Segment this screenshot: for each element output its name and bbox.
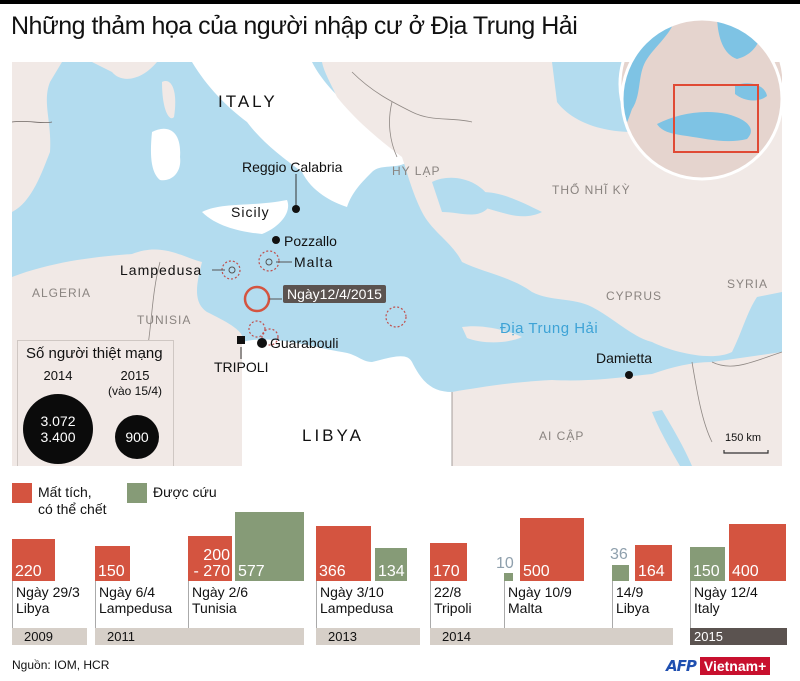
afp-logo: AFP	[666, 657, 697, 675]
label-greece: HY LẠP	[392, 164, 441, 178]
bar-2014b-rescued-value: 10	[496, 555, 514, 572]
bar-2014c-missing: 164	[635, 545, 672, 581]
bubble-2015: 900	[115, 415, 159, 459]
label-damietta: Damietta	[596, 350, 653, 366]
rescued-swatch	[127, 483, 147, 503]
page-title: Những thảm họa của người nhập cư ở Địa T…	[11, 12, 578, 40]
bar-2013-rescued: 134	[375, 548, 407, 581]
bar-2014c-rescued-value: 36	[610, 546, 628, 563]
year-band-2014: 2014	[430, 628, 673, 645]
label-turkey: THỔ NHĨ KỲ	[552, 183, 631, 197]
bar-2011a-missing: 150	[95, 546, 130, 581]
afp-vietnamplus-logo: AFP Vietnam+	[666, 657, 771, 675]
event-2009-libya: Ngày 29/3 Libya	[12, 581, 93, 628]
bar-2014c-rescued	[612, 565, 629, 581]
bar-2011b-missing: 200 - 270	[188, 536, 232, 581]
deaths-legend-title: Số người thiệt mạng	[26, 345, 163, 362]
bar-2013-missing: 366	[316, 526, 371, 581]
year-band-2009: 2009	[12, 628, 87, 645]
missing-swatch	[12, 483, 32, 503]
label-sicily: Sicily	[231, 204, 270, 220]
bar-2015-rescued: 150	[690, 547, 725, 581]
label-libya: LIBYA	[302, 426, 364, 445]
event-2014-tripoli: 22/8 Tripoli	[430, 581, 501, 628]
label-malta: Malta	[294, 254, 334, 270]
top-rule	[0, 0, 800, 4]
bar-2015-missing: 400	[729, 524, 786, 581]
label-syria: SYRIA	[727, 277, 769, 291]
year-2015-note: (vào 15/4)	[107, 384, 163, 398]
label-egypt: AI CẬP	[539, 429, 585, 443]
label-tunisia: TUNISIA	[137, 313, 192, 327]
label-guarabouli: Guarabouli	[270, 335, 339, 351]
missing-key-line1: Mất tích,	[38, 484, 92, 500]
year-band-2015: 2015	[690, 628, 787, 645]
year-2014-label: 2014	[43, 368, 73, 383]
vietnamplus-logo: Vietnam+	[699, 657, 771, 675]
event-2014-libya: 14/9 Libya	[612, 581, 673, 628]
label-italy: ITALY	[218, 92, 278, 111]
year-band-2011: 2011	[95, 628, 304, 645]
event-2014-malta: Ngày 10/9 Malta	[504, 581, 605, 628]
highlight-date-tag: Ngày12/4/2015	[283, 285, 386, 303]
bar-2014b-rescued	[504, 573, 513, 581]
bubble-2014-high: 3.400	[40, 429, 76, 445]
missing-key-line2: có thể chết	[38, 501, 107, 517]
bar-2011b-rescued: 577	[235, 512, 304, 581]
label-algeria: ALGERIA	[32, 286, 92, 300]
label-pozzallo: Pozzallo	[284, 233, 337, 249]
bar-2009-missing: 220	[12, 539, 55, 581]
label-tripoli: TRIPOLI	[214, 359, 269, 375]
bar-2014b-missing: 500	[520, 518, 584, 581]
scale-label: 150 km	[725, 432, 762, 444]
label-lampedusa: Lampedusa	[120, 262, 203, 278]
year-2015-label: 2015	[120, 368, 150, 383]
label-mediterranean-sea: Địa Trung Hải	[500, 320, 599, 337]
event-2013-lampedusa: Ngày 3/10 Lampedusa	[316, 581, 417, 628]
rescued-key: Được cứu	[153, 484, 217, 500]
label-reggio-calabria: Reggio Calabria	[242, 159, 343, 175]
bubble-2014: 3.072 3.400	[23, 394, 93, 464]
event-2015-italy: Ngày 12/4 Italy	[690, 581, 787, 628]
event-2011-tunisia: Ngày 2/6 Tunisia	[188, 581, 299, 628]
year-band-2013: 2013	[316, 628, 420, 645]
deaths-legend: Số người thiệt mạng 2014 2015 (vào 15/4)…	[17, 340, 174, 466]
bubble-2014-low: 3.072	[40, 413, 76, 429]
event-2011-lampedusa: Ngày 6/4 Lampedusa	[95, 581, 186, 628]
label-cyprus: CYPRUS	[606, 289, 663, 303]
source-note: Nguồn: IOM, HCR	[12, 658, 110, 672]
inset-globe	[620, 17, 784, 181]
bar-2014a-missing: 170	[430, 543, 467, 581]
